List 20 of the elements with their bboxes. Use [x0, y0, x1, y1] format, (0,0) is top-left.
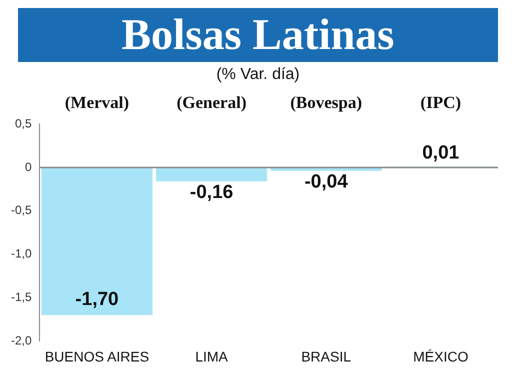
- x-tick-label: BRASIL: [301, 348, 352, 364]
- x-tick-label: MÉXICO: [413, 348, 468, 364]
- data-label: -0,16: [190, 182, 234, 204]
- y-tick-label: 0: [24, 160, 32, 174]
- y-tick-label: 0,5: [14, 116, 32, 130]
- chart-subtitle: (% Var. día): [215, 66, 301, 84]
- data-label: 0,01: [422, 142, 460, 164]
- y-tick-label: -2,0: [10, 334, 32, 348]
- y-tick-label: -1,5: [10, 290, 32, 304]
- data-label: -0,04: [304, 172, 348, 193]
- y-tick-label: -1,0: [10, 246, 32, 261]
- y-tick-label: -0,5: [10, 203, 32, 218]
- x-tick-label: BUENOS AIRES: [44, 348, 150, 364]
- data-label: -1,70: [75, 288, 119, 310]
- text: (Bovespa): [290, 92, 362, 112]
- x-tick-label: LIMA: [195, 348, 229, 364]
- text: (IPC): [420, 92, 462, 112]
- text: (Merval): [64, 92, 130, 112]
- chart-title: Bolsas Latinas: [18, 8, 498, 62]
- text: (General): [176, 92, 246, 112]
